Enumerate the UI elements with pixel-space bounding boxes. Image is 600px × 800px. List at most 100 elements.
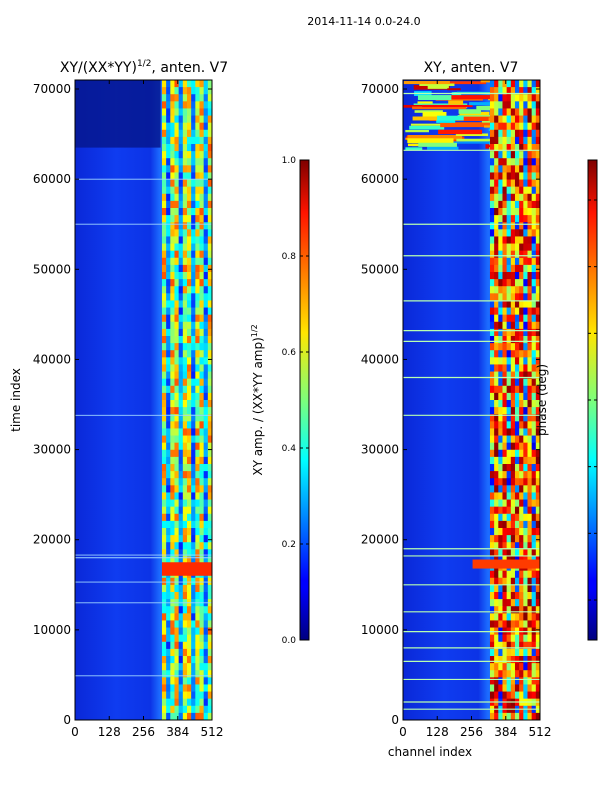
phase-heatmap-cell	[527, 570, 533, 579]
phase-heatmap-cell	[510, 193, 516, 202]
amplitude-heatmap-cell	[207, 357, 213, 365]
phase-heatmap-cell	[519, 613, 524, 621]
phase-heatmap-cell	[527, 321, 533, 330]
amplitude-heatmap-cell	[195, 222, 200, 230]
amplitude-heatmap-cell	[166, 677, 171, 685]
phase-heatmap-cell	[498, 257, 503, 266]
amplitude-heatmap-cell	[199, 122, 205, 131]
phase-heatmap-cell	[531, 535, 537, 543]
phase-heatmap-cell	[527, 151, 533, 159]
amplitude-heatmap-cell	[170, 656, 175, 664]
phase-xlabel: channel index	[388, 745, 472, 759]
amplitude-heatmap-cell	[195, 215, 200, 223]
phase-heatmap-cell	[527, 499, 533, 508]
amplitude-heatmap-cell	[203, 656, 209, 664]
phase-heatmap-cell	[506, 656, 512, 664]
amplitude-heatmap-cell	[174, 641, 180, 650]
amplitude-heatmap-cell	[186, 108, 192, 116]
amplitude-heatmap-cell	[174, 528, 180, 536]
phase-heatmap-cell	[523, 499, 528, 508]
amplitude-heatmap-cell	[182, 108, 188, 116]
phase-heatmap-cell	[519, 549, 524, 557]
phase-heatmap-cell	[506, 385, 512, 394]
phase-heatmap-cell	[519, 492, 524, 500]
amplitude-heatmap-cell	[195, 136, 200, 145]
amplitude-heatmap-cell	[207, 94, 213, 102]
phase-heatmap-cell	[498, 620, 503, 628]
phase-heatmap-cell	[506, 186, 512, 195]
amplitude-heatmap-cell	[174, 592, 180, 600]
amplitude-heatmap-cell	[207, 314, 213, 323]
amplitude-heatmap-cell	[186, 144, 192, 152]
phase-heatmap-cell	[527, 307, 533, 316]
amplitude-heatmap-cell	[203, 136, 209, 145]
phase-heatmap-cell	[519, 193, 524, 202]
phase-heatmap-cell	[519, 343, 524, 351]
amplitude-heatmap-cell	[161, 286, 167, 294]
amplitude-heatmap-cell	[195, 272, 200, 280]
phase-heatmap-cell	[531, 584, 537, 593]
amplitude-heatmap-cell	[174, 499, 180, 508]
amplitude-heatmap-cell	[199, 314, 205, 323]
phase-heatmap-cell	[502, 122, 508, 131]
phase-ytick-label: 50000	[361, 262, 399, 276]
amplitude-heatmap-cell	[207, 158, 213, 166]
phase-heatmap-cell	[489, 428, 495, 436]
amplitude-heatmap-cell	[186, 87, 192, 95]
phase-heatmap-cell	[514, 499, 520, 508]
phase-heatmap-cell	[531, 357, 537, 365]
amplitude-heatmap-cell	[186, 350, 192, 358]
phase-heatmap-cell	[523, 684, 528, 692]
amplitude-heatmap-cell	[161, 378, 167, 387]
phase-heatmap-cell	[506, 592, 512, 600]
amplitude-heatmap-cell	[170, 584, 175, 593]
phase-heatmap-cell	[519, 371, 524, 380]
amplitude-heatmap-cell	[186, 208, 192, 216]
phase-heatmap-cell	[506, 264, 512, 273]
phase-heatmap-cell	[494, 307, 499, 316]
phase-heatmap-cell	[514, 179, 520, 188]
amplitude-heatmap-cell	[174, 314, 180, 323]
amplitude-heatmap-cell	[174, 634, 180, 643]
phase-heatmap-cell	[494, 122, 499, 131]
phase-heatmap-cell	[494, 620, 499, 628]
amplitude-heatmap-cell	[166, 471, 171, 479]
amplitude-heatmap-cell	[161, 641, 167, 650]
phase-heatmap-cell	[523, 172, 528, 180]
amplitude-heatmap-cell	[182, 94, 188, 102]
phase-heatmap-cell	[523, 307, 528, 316]
amplitude-heatmap-cell	[182, 87, 188, 95]
amplitude-heatmap-cell	[207, 343, 213, 351]
amplitude-ytick-label: 60000	[33, 172, 71, 186]
amplitude-heatmap-cell	[166, 705, 171, 714]
phase-heatmap-cell	[510, 471, 516, 479]
phase-heatmap-cell	[527, 108, 533, 116]
phase-heatmap-cell	[523, 641, 528, 650]
amplitude-heatmap-cell	[182, 677, 188, 685]
phase-heatmap-cell	[494, 392, 499, 401]
amplitude-heatmap-cell	[178, 208, 184, 216]
phase-noise-cell	[447, 88, 461, 91]
phase-heatmap-cell	[523, 471, 528, 479]
amplitude-heatmap-cell	[161, 371, 167, 380]
phase-heatmap-cell	[502, 136, 508, 145]
amplitude-heatmap-cell	[182, 513, 188, 522]
amplitude-heatmap-cell	[182, 485, 188, 493]
phase-heatmap-cell	[527, 215, 533, 223]
amplitude-heatmap-cell	[199, 506, 205, 515]
phase-heatmap-cell	[498, 200, 503, 209]
amplitude-heatmap-cell	[170, 606, 175, 614]
phase-heatmap-cell	[494, 165, 499, 173]
amplitude-heatmap-cell	[161, 542, 167, 550]
amplitude-heatmap-cell	[195, 421, 200, 429]
amplitude-heatmap-cell	[186, 627, 192, 636]
amplitude-heatmap-cell	[199, 485, 205, 493]
phase-heatmap-cell	[502, 549, 508, 557]
phase-heatmap-cell	[514, 584, 520, 593]
amplitude-heatmap-cell	[166, 492, 171, 500]
amplitude-heatmap-cell	[199, 556, 205, 564]
amplitude-heatmap-cell	[166, 499, 171, 508]
amplitude-heatmap-cell	[186, 549, 192, 557]
phase-heatmap-cell	[502, 307, 508, 316]
amplitude-heatmap-cell	[199, 641, 205, 650]
